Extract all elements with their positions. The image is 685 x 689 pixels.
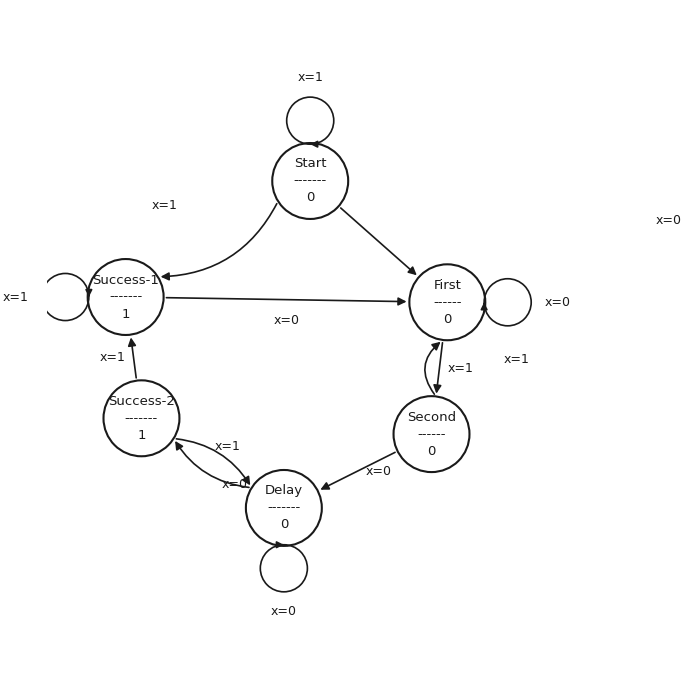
Text: Delay
-------
0: Delay ------- 0: [265, 484, 303, 531]
Text: x=0: x=0: [545, 296, 571, 309]
Text: x=1: x=1: [504, 353, 530, 366]
Text: x=1: x=1: [99, 351, 125, 364]
Circle shape: [410, 265, 485, 340]
Text: Success-1
-------
1: Success-1 ------- 1: [92, 274, 159, 320]
Text: x=1: x=1: [214, 440, 240, 453]
Text: Start
-------
0: Start ------- 0: [294, 158, 327, 205]
Circle shape: [246, 470, 322, 546]
Text: x=1: x=1: [297, 71, 323, 84]
Circle shape: [103, 380, 179, 456]
Text: x=0: x=0: [656, 214, 682, 227]
Circle shape: [394, 396, 469, 472]
Text: x=1: x=1: [151, 198, 177, 212]
Circle shape: [88, 259, 164, 335]
Text: Success-2
-------
1: Success-2 ------- 1: [108, 395, 175, 442]
Text: x=0: x=0: [222, 478, 248, 491]
Text: First
------
0: First ------ 0: [433, 279, 462, 326]
Circle shape: [272, 143, 348, 219]
Text: x=0: x=0: [271, 605, 297, 618]
Text: x=0: x=0: [366, 464, 392, 477]
Text: x=1: x=1: [3, 291, 29, 304]
Text: x=0: x=0: [273, 314, 299, 327]
Text: Second
------
0: Second ------ 0: [407, 411, 456, 457]
Text: x=1: x=1: [447, 362, 473, 375]
